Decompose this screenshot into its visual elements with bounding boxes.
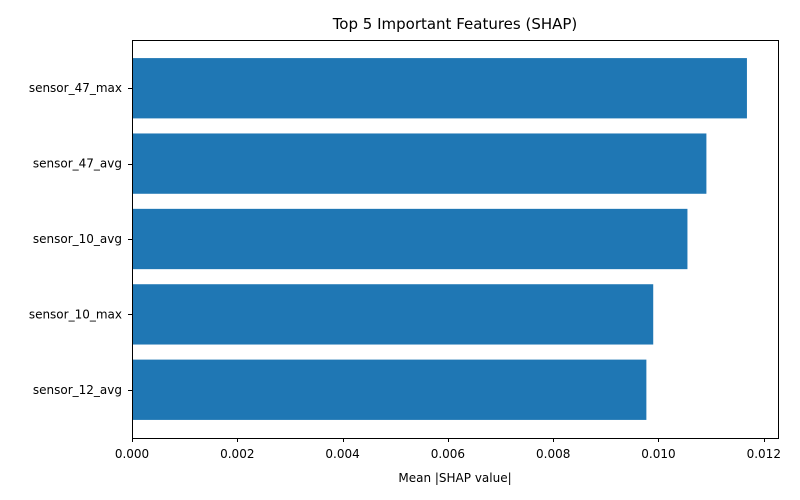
bar-sensor-47-max: [132, 58, 747, 119]
bar-sensor-12-avg: [132, 359, 647, 420]
x-axis: 0.000 0.002 0.004 0.006 0.008 0.010 0.012: [115, 438, 781, 461]
bar-sensor-47-avg: [132, 133, 707, 194]
plot-frame: [132, 40, 779, 439]
y-tick-label: sensor_10_avg: [33, 232, 122, 246]
y-tick-label: sensor_10_max: [29, 307, 122, 321]
y-axis: sensor_47_max sensor_47_avg sensor_10_avgs…: [29, 81, 132, 397]
y-tick-label: sensor_47_avg: [33, 157, 122, 171]
bar-sensor-10-avg: [132, 208, 688, 270]
x-tick-label: 0.002: [220, 447, 254, 461]
y-tick-label: sensor_12_avg: [33, 383, 122, 397]
x-tick-label: 0.000: [115, 447, 149, 461]
x-tick-label: 0.006: [431, 447, 465, 461]
chart-title: Top 5 Important Features (SHAP): [332, 15, 578, 33]
x-tick-label: 0.010: [641, 447, 675, 461]
bars-layer: [132, 58, 747, 420]
x-axis-label: Mean |SHAP value|: [398, 471, 511, 485]
y-tick-label: sensor_47_max: [29, 81, 122, 95]
x-tick-label: 0.008: [536, 447, 570, 461]
x-tick-label: 0.012: [747, 447, 781, 461]
bar-sensor-10-max: [132, 284, 654, 345]
x-tick-label: 0.004: [325, 447, 359, 461]
